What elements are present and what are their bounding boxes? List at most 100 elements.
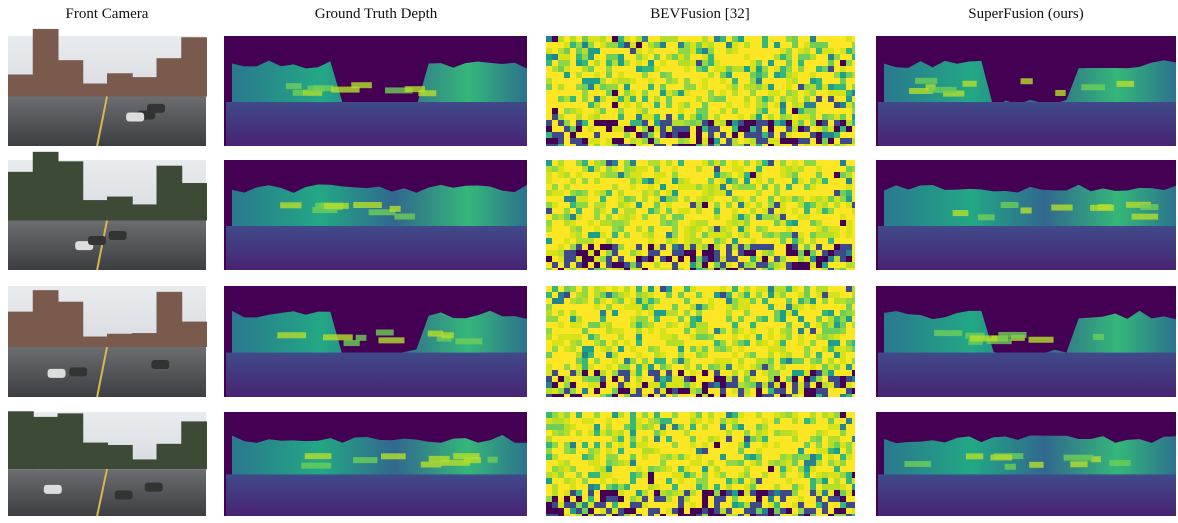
cell <box>654 48 660 54</box>
cell <box>792 460 798 466</box>
cell <box>774 172 780 178</box>
cell <box>582 226 588 232</box>
cell <box>606 178 612 184</box>
cell <box>684 120 690 126</box>
cell <box>768 334 774 340</box>
cell <box>570 214 576 220</box>
cell <box>750 256 756 262</box>
cell <box>594 160 600 166</box>
cell <box>588 454 594 460</box>
cell <box>708 304 714 310</box>
cell <box>786 442 792 448</box>
cell <box>810 328 816 334</box>
cell <box>690 370 696 376</box>
cell <box>654 60 660 66</box>
cell <box>576 340 582 346</box>
cell <box>546 424 552 430</box>
building <box>107 445 133 469</box>
cell <box>564 382 570 388</box>
cell <box>756 144 762 146</box>
cell <box>588 514 594 516</box>
cell <box>546 286 552 292</box>
cell <box>738 66 744 72</box>
cell <box>684 184 690 190</box>
cell <box>846 48 852 54</box>
cell <box>822 484 828 490</box>
cell <box>822 382 828 388</box>
cell <box>654 114 660 120</box>
building <box>132 204 158 220</box>
cell <box>618 394 624 397</box>
cell <box>606 442 612 448</box>
cell <box>852 472 855 478</box>
cell <box>720 304 726 310</box>
cell <box>588 508 594 514</box>
cell <box>780 388 786 394</box>
cell <box>606 220 612 226</box>
cell <box>786 160 792 166</box>
cell <box>582 208 588 214</box>
cell <box>564 244 570 250</box>
cell <box>576 226 582 232</box>
cell <box>840 166 846 172</box>
cell <box>594 132 600 138</box>
cell <box>828 262 834 268</box>
building <box>82 84 108 97</box>
cell <box>660 388 666 394</box>
cell <box>816 202 822 208</box>
cell <box>768 232 774 238</box>
cell <box>702 138 708 144</box>
building <box>107 197 133 221</box>
cell <box>744 334 750 340</box>
cell <box>726 448 732 454</box>
cell <box>594 262 600 268</box>
cell <box>708 394 714 397</box>
cell <box>834 60 840 66</box>
cell <box>690 166 696 172</box>
cell <box>786 334 792 340</box>
cell <box>672 484 678 490</box>
building <box>82 337 108 348</box>
cell <box>594 66 600 72</box>
cell <box>804 508 810 514</box>
cell <box>750 268 756 270</box>
cell <box>750 166 756 172</box>
cell <box>570 424 576 430</box>
cell <box>666 132 672 138</box>
cell <box>582 394 588 397</box>
cell <box>798 448 804 454</box>
cell <box>786 358 792 364</box>
cell <box>630 132 636 138</box>
cell <box>594 340 600 346</box>
cell <box>852 78 855 84</box>
cell <box>774 36 780 42</box>
depth-map <box>876 36 1176 146</box>
cell <box>624 108 630 114</box>
cell <box>828 364 834 370</box>
cell <box>624 328 630 334</box>
cell <box>606 226 612 232</box>
cell <box>798 166 804 172</box>
cell <box>744 220 750 226</box>
cell <box>834 370 840 376</box>
cell <box>600 42 606 48</box>
cell <box>732 484 738 490</box>
cell <box>654 466 660 472</box>
cell <box>690 424 696 430</box>
cell <box>678 172 684 178</box>
cell <box>816 84 822 90</box>
cell <box>816 72 822 78</box>
cell <box>816 292 822 298</box>
cell <box>786 424 792 430</box>
cell <box>720 256 726 262</box>
cell <box>552 502 558 508</box>
cell <box>696 496 702 502</box>
cell <box>702 466 708 472</box>
cell <box>792 90 798 96</box>
cell <box>822 120 828 126</box>
cell <box>666 54 672 60</box>
cell <box>750 490 756 496</box>
cell <box>816 262 822 268</box>
cell <box>600 120 606 126</box>
cell <box>804 268 810 270</box>
